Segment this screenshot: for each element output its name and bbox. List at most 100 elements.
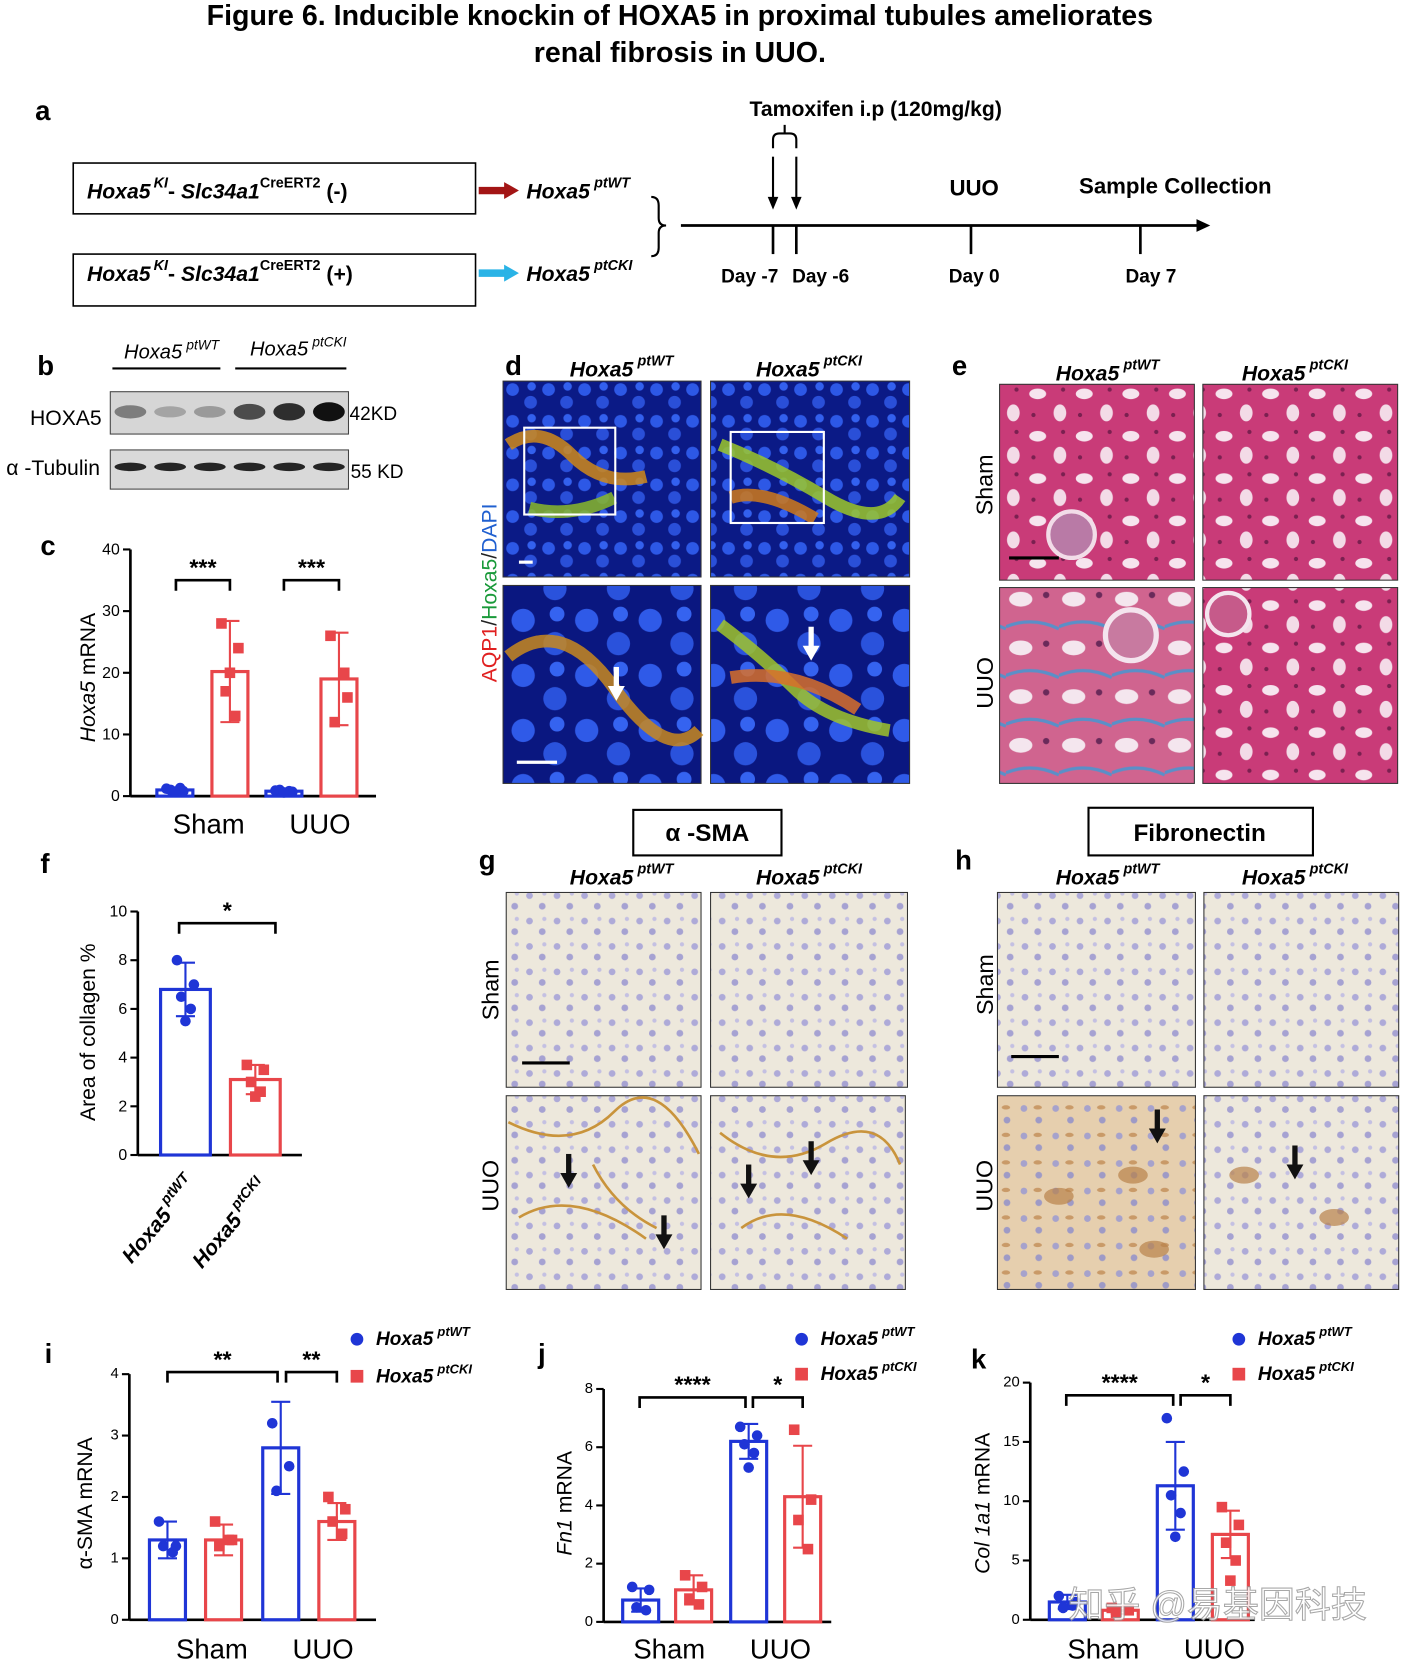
legend-label: Hoxa5 ptWT — [376, 1324, 471, 1350]
panel-label: k — [971, 1343, 987, 1374]
row-label: UUO — [972, 1160, 998, 1212]
x-tick-label-part: UUO — [289, 808, 350, 839]
panel-label-part: h — [955, 844, 972, 875]
blot — [109, 391, 350, 435]
column-label-part: Hoxa5 — [1242, 362, 1307, 385]
arrow-head — [1148, 1128, 1166, 1144]
group-label: Hoxa5 ptWT — [124, 338, 221, 364]
stain — [591, 1163, 658, 1230]
significance-label: *** — [298, 554, 326, 580]
data-point — [802, 1543, 814, 1555]
stain — [719, 1130, 902, 1166]
y-axis-label-part: Col 1a1 — [971, 1501, 994, 1574]
legend-label-part: Hoxa5 — [1258, 1364, 1316, 1385]
column-label-part: ptWT — [637, 862, 675, 878]
arrow-head — [802, 645, 820, 661]
y-tick-label-part: 10 — [102, 726, 120, 743]
micrograph — [505, 1095, 702, 1290]
y-tick-label-part: 2 — [118, 1098, 127, 1115]
treatment-label-part: Tamoxifen i.p (120mg/kg) — [750, 98, 1002, 121]
stain — [729, 669, 862, 715]
legend-label-part: ptWT — [436, 1324, 470, 1339]
size-label: 42KD — [350, 403, 398, 424]
significance-label: *** — [189, 554, 217, 580]
y-tick-label-part: 2 — [585, 1556, 593, 1572]
event-label: UUO — [949, 175, 998, 200]
data-point — [1170, 1531, 1181, 1543]
data-point — [1053, 1590, 1065, 1602]
band — [313, 462, 345, 472]
band — [193, 406, 226, 418]
column-label-part: Hoxa5 — [1056, 362, 1121, 385]
day-label-part: Day -7 — [721, 266, 778, 287]
y-axis-label: Fn1 mRNA — [553, 1450, 576, 1556]
x-tick-label-part: Sham — [633, 1633, 705, 1660]
data-point — [1067, 1600, 1078, 1611]
panel-label-part: g — [479, 844, 496, 875]
stain-label: AQP1/Hoxa5/DAPI — [478, 503, 501, 682]
column-label: Hoxa5 ptWT — [570, 353, 675, 381]
data-point — [241, 1059, 253, 1071]
band — [114, 405, 147, 419]
legend-label: Hoxa5 ptWT — [821, 1324, 916, 1350]
row-label: UUO — [477, 1160, 503, 1212]
data-point — [1220, 1537, 1232, 1548]
stain — [527, 491, 618, 519]
stain — [740, 1213, 848, 1240]
y-axis-label-part: mRNA — [77, 612, 100, 681]
marker-label-part: α -SMA — [665, 820, 749, 847]
legend-marker — [795, 1332, 808, 1346]
y-axis-label-part: Fn1 — [553, 1519, 576, 1555]
significance-bracket — [166, 1370, 279, 1383]
row-label: Sham — [972, 954, 998, 1015]
legend-label: Hoxa5 ptCKI — [376, 1361, 472, 1387]
glomerulus — [1204, 590, 1252, 638]
micrograph — [1203, 891, 1400, 1088]
band — [233, 462, 266, 472]
genotype-label-part: Hoxa5 — [87, 263, 152, 286]
significance-label-part: **** — [674, 1372, 711, 1398]
y-tick-label: 6 — [585, 1439, 593, 1455]
row-label: α -Tubulin — [6, 456, 100, 479]
day-label-part: Day 0 — [949, 266, 1000, 287]
day-label: Day -7 — [721, 266, 778, 287]
event-label-part: UUO — [949, 175, 998, 200]
data-point — [1161, 1412, 1173, 1424]
significance-bracket — [751, 1396, 804, 1409]
y-tick-label-part: 20 — [1003, 1375, 1019, 1391]
row-label: Sham — [972, 454, 998, 515]
panel-label: b — [37, 350, 54, 381]
micrograph — [1203, 1095, 1400, 1290]
column-label-part: ptCKI — [823, 353, 863, 369]
y-tick-label: 0 — [118, 1147, 127, 1164]
micrograph — [996, 891, 1196, 1088]
column-label-part: ptWT — [1122, 862, 1160, 878]
micrograph — [710, 1095, 906, 1290]
data-point — [684, 1593, 695, 1604]
row-label-part: α -Tubulin — [6, 456, 100, 479]
micrograph — [1202, 383, 1399, 581]
significance-label-part: ** — [213, 1346, 232, 1372]
arrow-head — [504, 264, 519, 282]
significance-bracket — [174, 578, 232, 591]
data-point — [693, 1599, 705, 1610]
data-point — [1110, 1607, 1122, 1618]
size-label-part: 55 KD — [351, 462, 404, 483]
data-point — [340, 1503, 351, 1515]
y-tick-label-part: 10 — [1003, 1493, 1019, 1509]
y-tick-label: 0 — [585, 1614, 593, 1630]
significance-label: **** — [674, 1372, 711, 1398]
y-tick-label: 6 — [118, 1000, 127, 1017]
arrow-head — [740, 1183, 758, 1199]
figure-title-part: Figure 6. Inducible knockin of HOXA5 in … — [207, 0, 1153, 32]
y-tick-label: 15 — [1003, 1434, 1019, 1450]
y-axis-label-part: Hoxa5 — [77, 681, 100, 742]
arrow-head — [1286, 1164, 1304, 1180]
y-tick-label: 30 — [102, 603, 120, 620]
data-point — [1225, 1575, 1236, 1586]
y-tick-label: 10 — [1003, 1493, 1019, 1509]
stain — [1118, 1166, 1148, 1184]
data-point — [153, 1516, 165, 1527]
glomerulus — [1046, 509, 1097, 561]
column-label-part: ptWT — [637, 353, 675, 369]
